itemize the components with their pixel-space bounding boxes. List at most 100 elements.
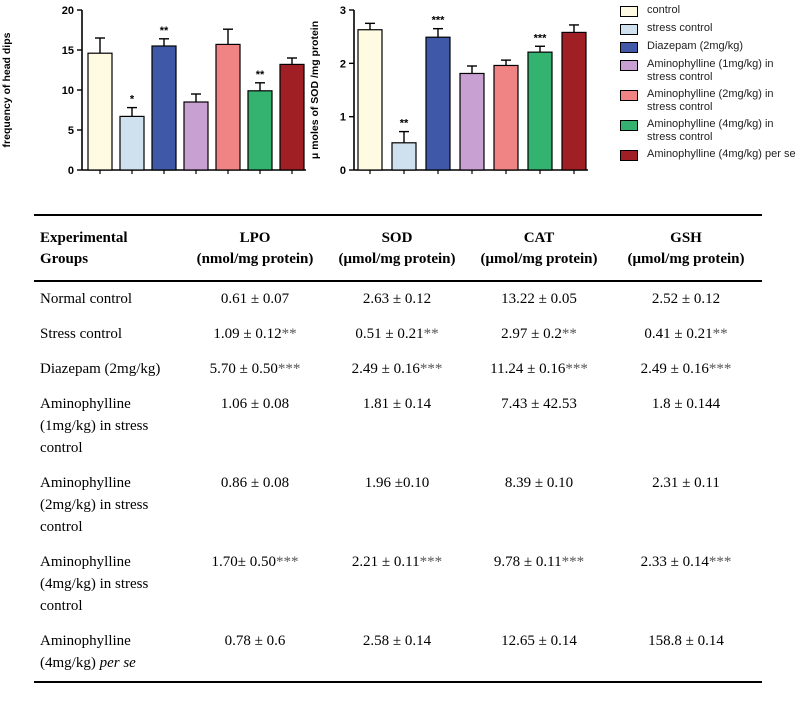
chart-legend: control stress control Diazepam (2mg/kg) Am… <box>620 4 800 178</box>
cell-value: 12.65 ± 0.14 <box>501 633 577 649</box>
value-cell: 1.96 ±0.10 <box>326 466 468 545</box>
legend-swatch <box>620 150 638 161</box>
bar <box>279 63 305 171</box>
bar <box>391 142 417 171</box>
cell-value: 0.51 ± 0.21 <box>355 326 424 342</box>
legend-item: Aminophylline (1mg/kg) in stress control <box>620 58 800 88</box>
value-cell: 2.52 ± 0.12 <box>610 281 762 317</box>
value-cell: 13.22 ± 0.05 <box>468 281 610 317</box>
group-label: Normal control <box>40 291 133 307</box>
header-gsh: GSH (μmol/mg protein) <box>610 215 762 281</box>
significance-stars: *** <box>708 361 732 377</box>
cell-value: 5.70 ± 0.50 <box>209 361 278 377</box>
header-line: (μmol/mg protein) <box>480 251 598 267</box>
cell-value: 2.21 ± 0.11 <box>351 554 420 570</box>
group-cell: Aminophylline (2mg/kg) in stress control <box>34 466 184 545</box>
header-line: LPO <box>239 230 271 246</box>
group-cell: Aminophylline (4mg/kg) per se <box>34 624 184 682</box>
legend-label: Diazepam (2mg/kg) <box>647 40 743 52</box>
group-cell: Diazepam (2mg/kg) <box>34 352 184 387</box>
legend-label: Aminophylline (1mg/kg) in stress control <box>647 58 774 83</box>
value-cell: 1.8 ± 0.144 <box>610 387 762 466</box>
cell-value: 1.96 ±0.10 <box>364 475 430 491</box>
table-row: Aminophylline (1mg/kg) in stress control… <box>34 387 762 466</box>
table-row: Normal control 0.61 ± 0.07 2.63 ± 0.12 13.2… <box>34 281 762 317</box>
y-axis-label: μ moles of SOD /mg protein <box>310 21 321 159</box>
y-tick-label: 0 <box>68 165 74 177</box>
cell-value: 11.24 ± 0.16 <box>490 361 566 377</box>
group-label: Aminophylline (4mg/kg) in stress control <box>40 554 149 614</box>
group-cell: Aminophylline (4mg/kg) in stress control <box>34 545 184 624</box>
header-line: SOD <box>381 230 413 246</box>
table-row: Aminophylline (2mg/kg) in stress control… <box>34 466 762 545</box>
table-row: Aminophylline (4mg/kg) per se 0.78 ± 0.6 2… <box>34 624 762 682</box>
bar <box>183 101 209 171</box>
significance-stars: ** <box>281 326 297 342</box>
value-cell: 5.70 ± 0.50*** <box>184 352 326 387</box>
bar <box>87 52 113 171</box>
y-tick-label: 3 <box>340 5 346 17</box>
cell-value: 1.70± 0.50 <box>211 554 276 570</box>
legend-swatch <box>620 120 638 131</box>
y-tick-label: 1 <box>340 112 346 124</box>
significance-label: *** <box>432 15 446 27</box>
value-cell: 1.06 ± 0.08 <box>184 387 326 466</box>
significance-label: * <box>130 94 135 106</box>
biochemical-table: Experimental Groups LPO (nmol/mg protein) … <box>34 214 762 683</box>
value-cell: 0.78 ± 0.6 <box>184 624 326 682</box>
significance-stars: *** <box>277 361 301 377</box>
significance-label: *** <box>534 32 548 44</box>
y-tick-label: 5 <box>68 125 74 137</box>
header-line: Groups <box>40 251 89 267</box>
legend-item: Aminophylline (2mg/kg) in stress control <box>620 88 800 118</box>
cell-value: 158.8 ± 0.14 <box>648 633 724 649</box>
legend-swatch <box>620 24 638 35</box>
cell-value: 2.63 ± 0.12 <box>362 291 432 307</box>
legend-label: Aminophylline (4mg/kg) in stress control <box>647 118 774 143</box>
group-cell: Normal control <box>34 281 184 317</box>
legend-label: control <box>647 4 681 16</box>
header-sod: SOD (μmol/mg protein) <box>326 215 468 281</box>
value-cell: 1.09 ± 0.12** <box>184 317 326 352</box>
cell-value: 7.43 ± 42.53 <box>501 396 577 412</box>
value-cell: 0.51 ± 0.21** <box>326 317 468 352</box>
group-label: Diazepam (2mg/kg) <box>40 361 161 377</box>
significance-label: ** <box>160 25 169 37</box>
group-cell: Aminophylline (1mg/kg) in stress control <box>34 387 184 466</box>
significance-stars: ** <box>423 326 439 342</box>
value-cell: 2.31 ± 0.11 <box>610 466 762 545</box>
bar <box>527 51 553 171</box>
table-row: Aminophylline (4mg/kg) in stress control… <box>34 545 762 624</box>
legend-item: stress control <box>620 22 800 40</box>
table-row: Stress control 1.09 ± 0.12** 0.51 ± 0.21**… <box>34 317 762 352</box>
significance-stars: *** <box>275 554 299 570</box>
value-cell: 1.81 ± 0.14 <box>326 387 468 466</box>
header-cat: CAT (μmol/mg protein) <box>468 215 610 281</box>
legend-swatch <box>620 6 638 17</box>
cell-value: 9.78 ± 0.11 <box>493 554 562 570</box>
group-label: Aminophylline (4mg/kg) <box>40 633 131 671</box>
bar <box>215 43 241 171</box>
significance-stars: *** <box>708 554 732 570</box>
significance-stars: ** <box>561 326 577 342</box>
value-cell: 0.86 ± 0.08 <box>184 466 326 545</box>
cell-value: 2.33 ± 0.14 <box>640 554 709 570</box>
y-tick-label: 20 <box>62 5 74 17</box>
significance-stars: ** <box>712 326 728 342</box>
value-cell: 11.24 ± 0.16*** <box>468 352 610 387</box>
value-cell: 12.65 ± 0.14 <box>468 624 610 682</box>
group-cell: Stress control <box>34 317 184 352</box>
cell-value: 2.52 ± 0.12 <box>651 291 721 307</box>
legend-item: control <box>620 4 800 22</box>
y-tick-label: 10 <box>62 85 74 97</box>
header-groups: Experimental Groups <box>34 215 184 281</box>
cell-value: 2.49 ± 0.16 <box>351 361 420 377</box>
cell-value: 2.49 ± 0.16 <box>640 361 709 377</box>
value-cell: 2.97 ± 0.2** <box>468 317 610 352</box>
group-label: Aminophylline (2mg/kg) in stress control <box>40 475 149 535</box>
value-cell: 2.33 ± 0.14*** <box>610 545 762 624</box>
table-row: Diazepam (2mg/kg) 5.70 ± 0.50*** 2.49 ± 0.… <box>34 352 762 387</box>
significance-stars: *** <box>419 361 443 377</box>
cell-value: 1.09 ± 0.12 <box>213 326 282 342</box>
